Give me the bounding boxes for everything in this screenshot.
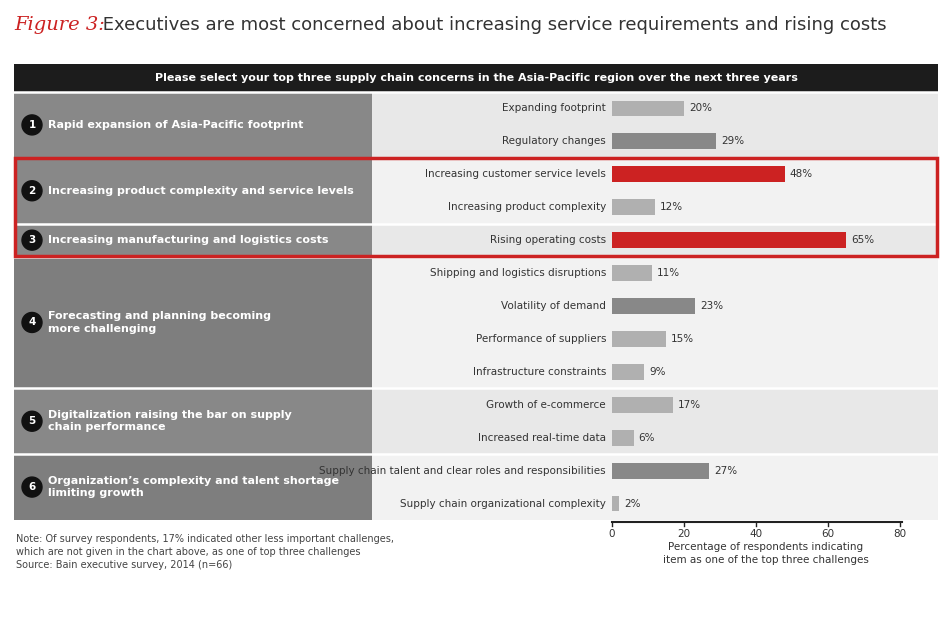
Text: Supply chain talent and clear roles and responsibilities: Supply chain talent and clear roles and …	[319, 466, 606, 476]
Text: 0: 0	[609, 529, 616, 539]
Text: Digitalization raising the bar on supply
chain performance: Digitalization raising the bar on supply…	[48, 410, 292, 432]
Text: 1: 1	[28, 120, 36, 130]
Bar	[612, 430, 634, 445]
Circle shape	[22, 411, 42, 431]
Bar	[14, 158, 372, 224]
Text: Please select your top three supply chain concerns in the Asia-Pacific region ov: Please select your top three supply chai…	[155, 73, 797, 83]
Bar	[612, 298, 694, 314]
Bar	[14, 454, 372, 520]
Bar	[612, 364, 644, 380]
Text: 20: 20	[677, 529, 691, 539]
Text: 65%: 65%	[851, 235, 874, 245]
Bar	[372, 454, 938, 520]
Bar	[372, 224, 938, 257]
Text: 29%: 29%	[721, 136, 745, 146]
Text: 3: 3	[28, 235, 36, 245]
Text: Shipping and logistics disruptions: Shipping and logistics disruptions	[429, 268, 606, 278]
Bar	[612, 463, 710, 478]
Bar	[15, 159, 937, 256]
Text: 40: 40	[750, 529, 763, 539]
Bar	[612, 199, 656, 215]
Text: Performance of suppliers: Performance of suppliers	[476, 334, 606, 344]
Text: 15%: 15%	[671, 334, 694, 344]
Bar	[612, 232, 846, 248]
Text: Rising operating costs: Rising operating costs	[490, 235, 606, 245]
Bar	[612, 397, 674, 412]
Text: Forecasting and planning becoming
more challenging: Forecasting and planning becoming more c…	[48, 311, 271, 333]
Text: 9%: 9%	[650, 367, 666, 377]
Bar	[14, 224, 372, 257]
Text: Infrastructure constraints: Infrastructure constraints	[473, 367, 606, 377]
Bar	[14, 257, 372, 388]
Text: 5: 5	[28, 416, 36, 426]
Circle shape	[22, 181, 42, 201]
Bar	[372, 92, 938, 158]
Text: Increasing customer service levels: Increasing customer service levels	[426, 169, 606, 179]
Bar	[372, 257, 938, 388]
Text: Percentage of respondents indicating
item as one of the top three challenges: Percentage of respondents indicating ite…	[663, 542, 869, 565]
Text: 48%: 48%	[789, 169, 813, 179]
Text: 4: 4	[28, 317, 36, 327]
Text: 6%: 6%	[638, 433, 656, 443]
Bar	[612, 134, 716, 149]
Text: 80: 80	[893, 529, 906, 539]
Bar	[14, 388, 372, 454]
Bar	[372, 158, 938, 224]
Circle shape	[22, 230, 42, 250]
Bar	[612, 167, 785, 182]
Circle shape	[22, 312, 42, 333]
Circle shape	[22, 115, 42, 135]
Text: Increasing manufacturing and logistics costs: Increasing manufacturing and logistics c…	[48, 235, 329, 245]
Bar	[612, 265, 652, 281]
Text: Increasing product complexity and service levels: Increasing product complexity and servic…	[48, 186, 353, 196]
Text: 17%: 17%	[678, 400, 701, 410]
Text: 12%: 12%	[660, 202, 683, 212]
Bar	[612, 496, 619, 511]
Text: 2%: 2%	[624, 499, 640, 509]
Text: 6: 6	[28, 482, 36, 492]
Text: Expanding footprint: Expanding footprint	[503, 103, 606, 113]
Bar	[612, 331, 666, 347]
Bar	[14, 92, 372, 158]
Text: Supply chain organizational complexity: Supply chain organizational complexity	[400, 499, 606, 509]
Text: Increased real-time data: Increased real-time data	[478, 433, 606, 443]
Text: Executives are most concerned about increasing service requirements and rising c: Executives are most concerned about incr…	[97, 16, 886, 34]
Text: 23%: 23%	[700, 301, 723, 311]
Text: Volatility of demand: Volatility of demand	[502, 301, 606, 311]
Bar	[372, 388, 938, 454]
Text: Increasing product complexity: Increasing product complexity	[447, 202, 606, 212]
Text: Organization’s complexity and talent shortage
limiting growth: Organization’s complexity and talent sho…	[48, 476, 339, 498]
Text: Growth of e-commerce: Growth of e-commerce	[486, 400, 606, 410]
Text: 60: 60	[822, 529, 834, 539]
Circle shape	[22, 477, 42, 497]
Text: 27%: 27%	[714, 466, 737, 476]
Text: Rapid expansion of Asia-Pacific footprint: Rapid expansion of Asia-Pacific footprin…	[48, 120, 303, 130]
Bar	[14, 64, 938, 92]
Bar	[612, 101, 684, 116]
Text: 2: 2	[28, 186, 36, 196]
Text: 20%: 20%	[689, 103, 712, 113]
Text: Figure 3:: Figure 3:	[14, 16, 104, 34]
Text: Note: Of survey respondents, 17% indicated other less important challenges,
whic: Note: Of survey respondents, 17% indicat…	[16, 534, 394, 570]
Text: 11%: 11%	[656, 268, 680, 278]
Text: Regulatory changes: Regulatory changes	[503, 136, 606, 146]
